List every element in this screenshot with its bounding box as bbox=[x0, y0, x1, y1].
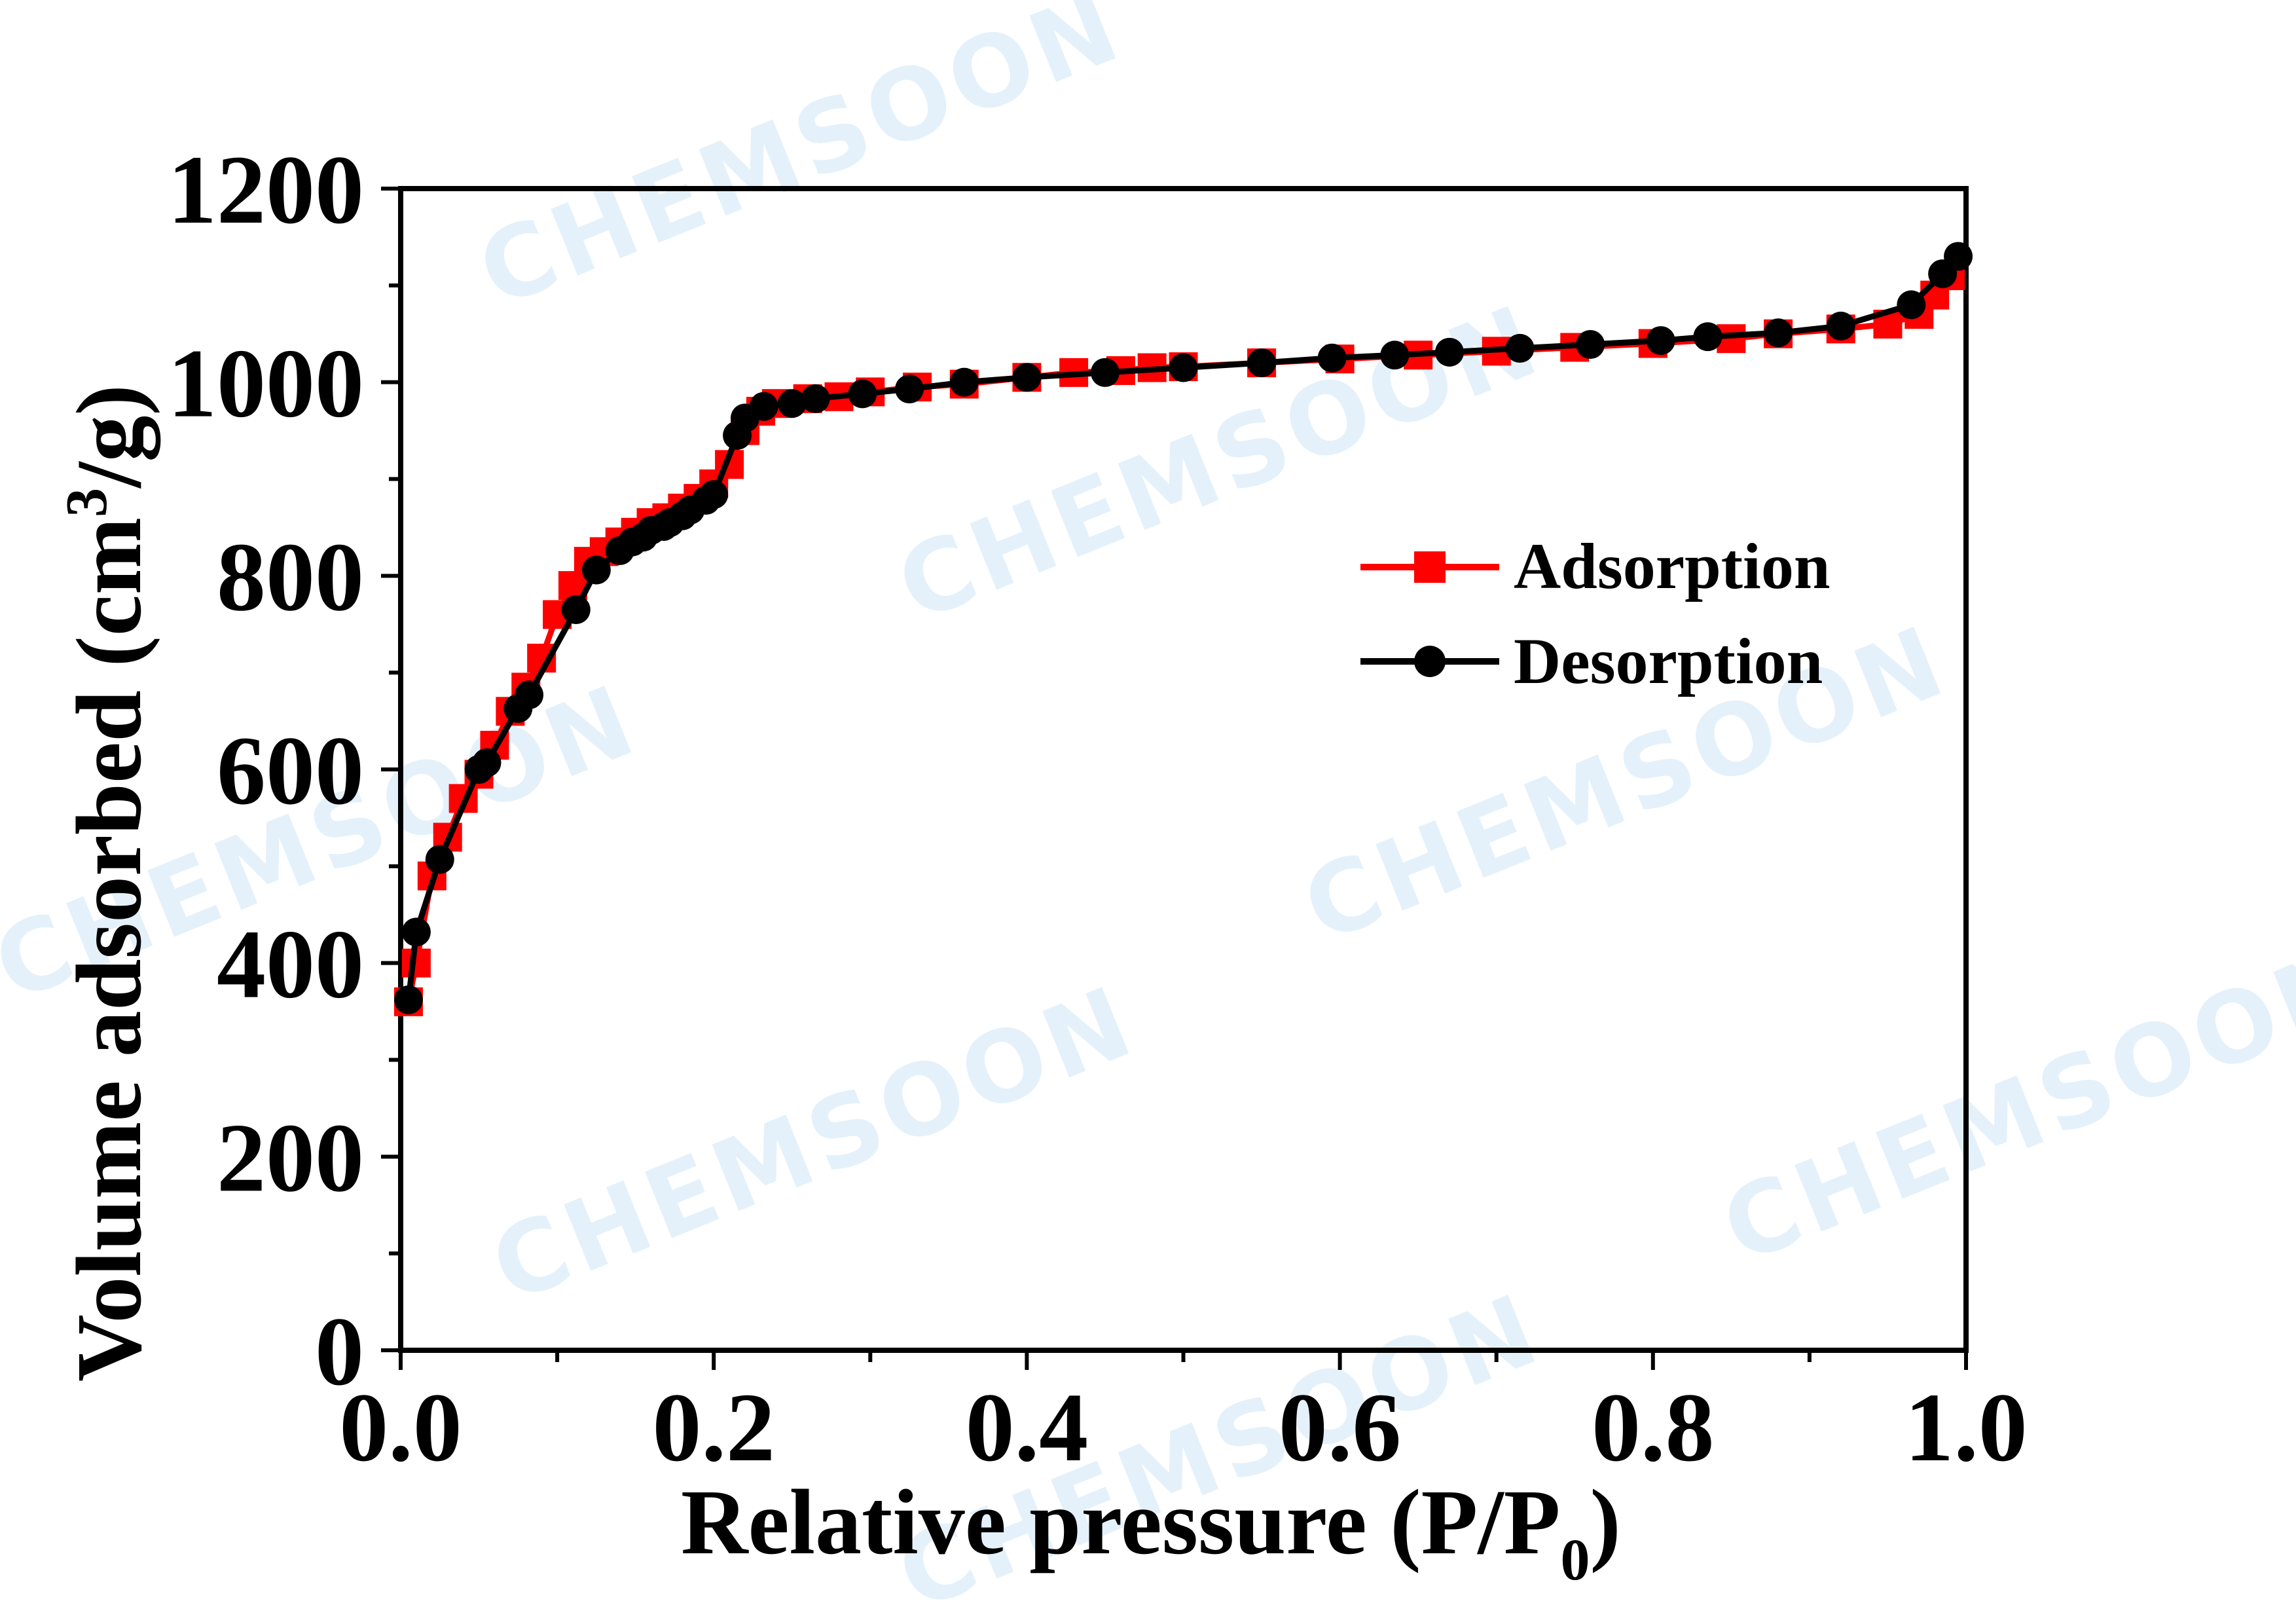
y-tick-label: 400 bbox=[217, 910, 364, 1019]
watermark-text: CHEMSOON bbox=[1707, 925, 2296, 1285]
data-point-desorption bbox=[1169, 353, 1198, 382]
data-point-desorption bbox=[1505, 333, 1535, 363]
data-point-desorption bbox=[1826, 311, 1855, 341]
legend-marker-desorption bbox=[1414, 646, 1446, 677]
y-axis-title-main: Volume adsorbed (cm bbox=[57, 517, 160, 1382]
data-point-desorption bbox=[425, 845, 454, 874]
data-point-desorption bbox=[949, 367, 979, 397]
data-point-desorption bbox=[749, 392, 778, 421]
legend-label-adsorption: Adsorption bbox=[1514, 530, 1830, 602]
tick-labels: 0.0 0.2 0.4 0.6 0.8 1.0 0 200 400 600 800 1000 1200 bbox=[168, 136, 2028, 1482]
watermark-text: CHEMSOON bbox=[883, 283, 1556, 644]
x-tick-label: 0.0 bbox=[339, 1373, 462, 1482]
data-point-desorption bbox=[1434, 337, 1464, 367]
x-tick-label: 0.6 bbox=[1279, 1373, 1402, 1482]
data-point-desorption bbox=[848, 379, 877, 409]
y-tick-label: 600 bbox=[217, 716, 364, 825]
data-point-desorption bbox=[581, 555, 611, 585]
x-axis-title-suffix: ) bbox=[1590, 1470, 1620, 1574]
watermark-text: CHEMSOON bbox=[464, 0, 1137, 329]
data-point-desorption bbox=[1317, 343, 1347, 373]
legend-marker-adsorption bbox=[1414, 551, 1446, 583]
data-point-desorption bbox=[895, 375, 924, 404]
y-axis-title-suffix: /g) bbox=[57, 384, 160, 489]
data-point-desorption bbox=[1380, 341, 1410, 370]
x-axis-title-subscript: 0 bbox=[1560, 1528, 1590, 1593]
data-point-desorption bbox=[1012, 363, 1042, 392]
y-tick-label: 200 bbox=[217, 1103, 364, 1212]
legend-label-desorption: Desorption bbox=[1514, 625, 1823, 697]
data-point-desorption bbox=[1944, 242, 1973, 271]
y-tick-label: 0 bbox=[315, 1297, 364, 1406]
data-point-desorption bbox=[515, 680, 544, 710]
data-point-desorption bbox=[777, 389, 807, 418]
x-tick-label: 0.8 bbox=[1592, 1373, 1715, 1482]
watermark-text: CHEMSOON bbox=[477, 964, 1150, 1325]
x-tick-label: 0.4 bbox=[966, 1373, 1089, 1482]
data-point-desorption bbox=[401, 917, 431, 947]
data-point-desorption bbox=[561, 595, 591, 625]
data-point-desorption bbox=[1090, 358, 1120, 387]
data-point-desorption bbox=[1764, 318, 1793, 348]
data-point-desorption bbox=[1576, 330, 1605, 360]
series-desorption bbox=[393, 242, 1973, 1014]
data-point-desorption bbox=[393, 985, 423, 1014]
y-axis-title: Volume adsorbed (cm3/g) bbox=[54, 384, 160, 1382]
data-point-desorption bbox=[1247, 348, 1277, 378]
x-tick-label: 0.2 bbox=[652, 1373, 775, 1482]
x-axis-title-main: Relative pressure (P/P bbox=[681, 1470, 1560, 1574]
y-tick-label: 800 bbox=[217, 523, 364, 631]
data-point-desorption bbox=[1693, 322, 1722, 352]
data-point-desorption bbox=[699, 480, 729, 509]
x-axis-title: Relative pressure (P/P0) bbox=[681, 1470, 1621, 1593]
y-tick-label: 1000 bbox=[168, 329, 364, 438]
axis-ticks bbox=[381, 187, 1968, 1370]
y-tick-label: 1200 bbox=[168, 136, 364, 244]
y-axis-title-superscript: 3 bbox=[54, 488, 119, 517]
data-point-desorption bbox=[801, 384, 830, 413]
x-tick-label: 1.0 bbox=[1904, 1373, 2028, 1482]
data-point-desorption bbox=[1646, 326, 1675, 356]
legend: Adsorption Desorption bbox=[1360, 530, 1830, 697]
data-point-desorption bbox=[472, 748, 501, 777]
data-point-desorption bbox=[1897, 290, 1926, 320]
